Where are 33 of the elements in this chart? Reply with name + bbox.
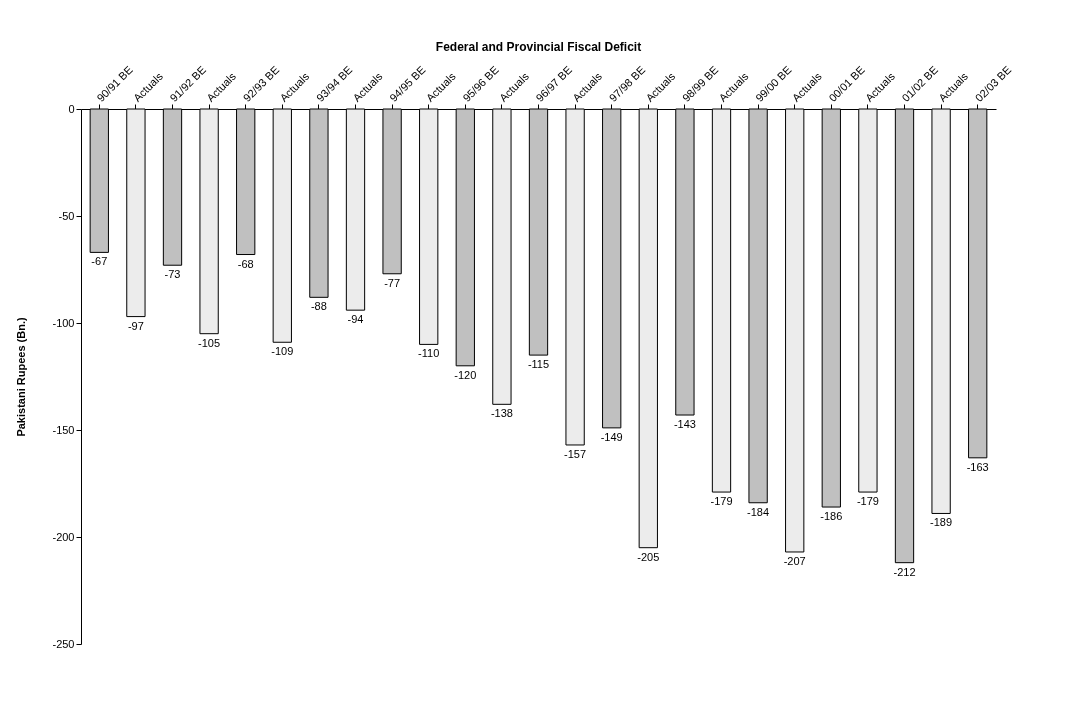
data-label: -149 bbox=[600, 430, 623, 443]
data-label: -205 bbox=[637, 550, 660, 563]
y-tick-label: -200 bbox=[52, 530, 75, 543]
data-label: -207 bbox=[783, 554, 806, 567]
data-label: -189 bbox=[930, 516, 953, 529]
data-label: -184 bbox=[747, 505, 770, 518]
data-label: -179 bbox=[710, 495, 733, 508]
y-tick-label: -50 bbox=[58, 209, 75, 222]
data-label: -105 bbox=[198, 336, 221, 349]
y-tick-label: -100 bbox=[52, 316, 75, 329]
data-label: -94 bbox=[347, 313, 364, 326]
data-label: -115 bbox=[527, 358, 550, 371]
data-label: -186 bbox=[820, 510, 843, 523]
y-tick-label: -150 bbox=[52, 423, 75, 436]
data-label: -212 bbox=[893, 565, 916, 578]
y-axis-title: Pakistani Rupees (Bn.) bbox=[15, 317, 28, 437]
data-label: -88 bbox=[310, 300, 327, 313]
data-label: -68 bbox=[237, 257, 254, 270]
data-label: -143 bbox=[673, 418, 696, 431]
data-label: -120 bbox=[454, 368, 477, 381]
data-label: -179 bbox=[856, 495, 879, 508]
data-label: -73 bbox=[164, 268, 181, 281]
data-label: -138 bbox=[490, 407, 513, 420]
data-label: -77 bbox=[384, 276, 401, 289]
data-label: -157 bbox=[564, 447, 587, 460]
y-tick-label: -250 bbox=[52, 637, 75, 650]
chart-title: Federal and Provincial Fiscal Deficit bbox=[435, 39, 642, 54]
data-label: -109 bbox=[271, 345, 294, 358]
data-label: -97 bbox=[127, 319, 144, 332]
data-label: -163 bbox=[966, 460, 989, 473]
y-tick-label: 0 bbox=[68, 102, 75, 115]
data-label: -110 bbox=[418, 347, 440, 360]
data-label: -67 bbox=[91, 255, 108, 268]
